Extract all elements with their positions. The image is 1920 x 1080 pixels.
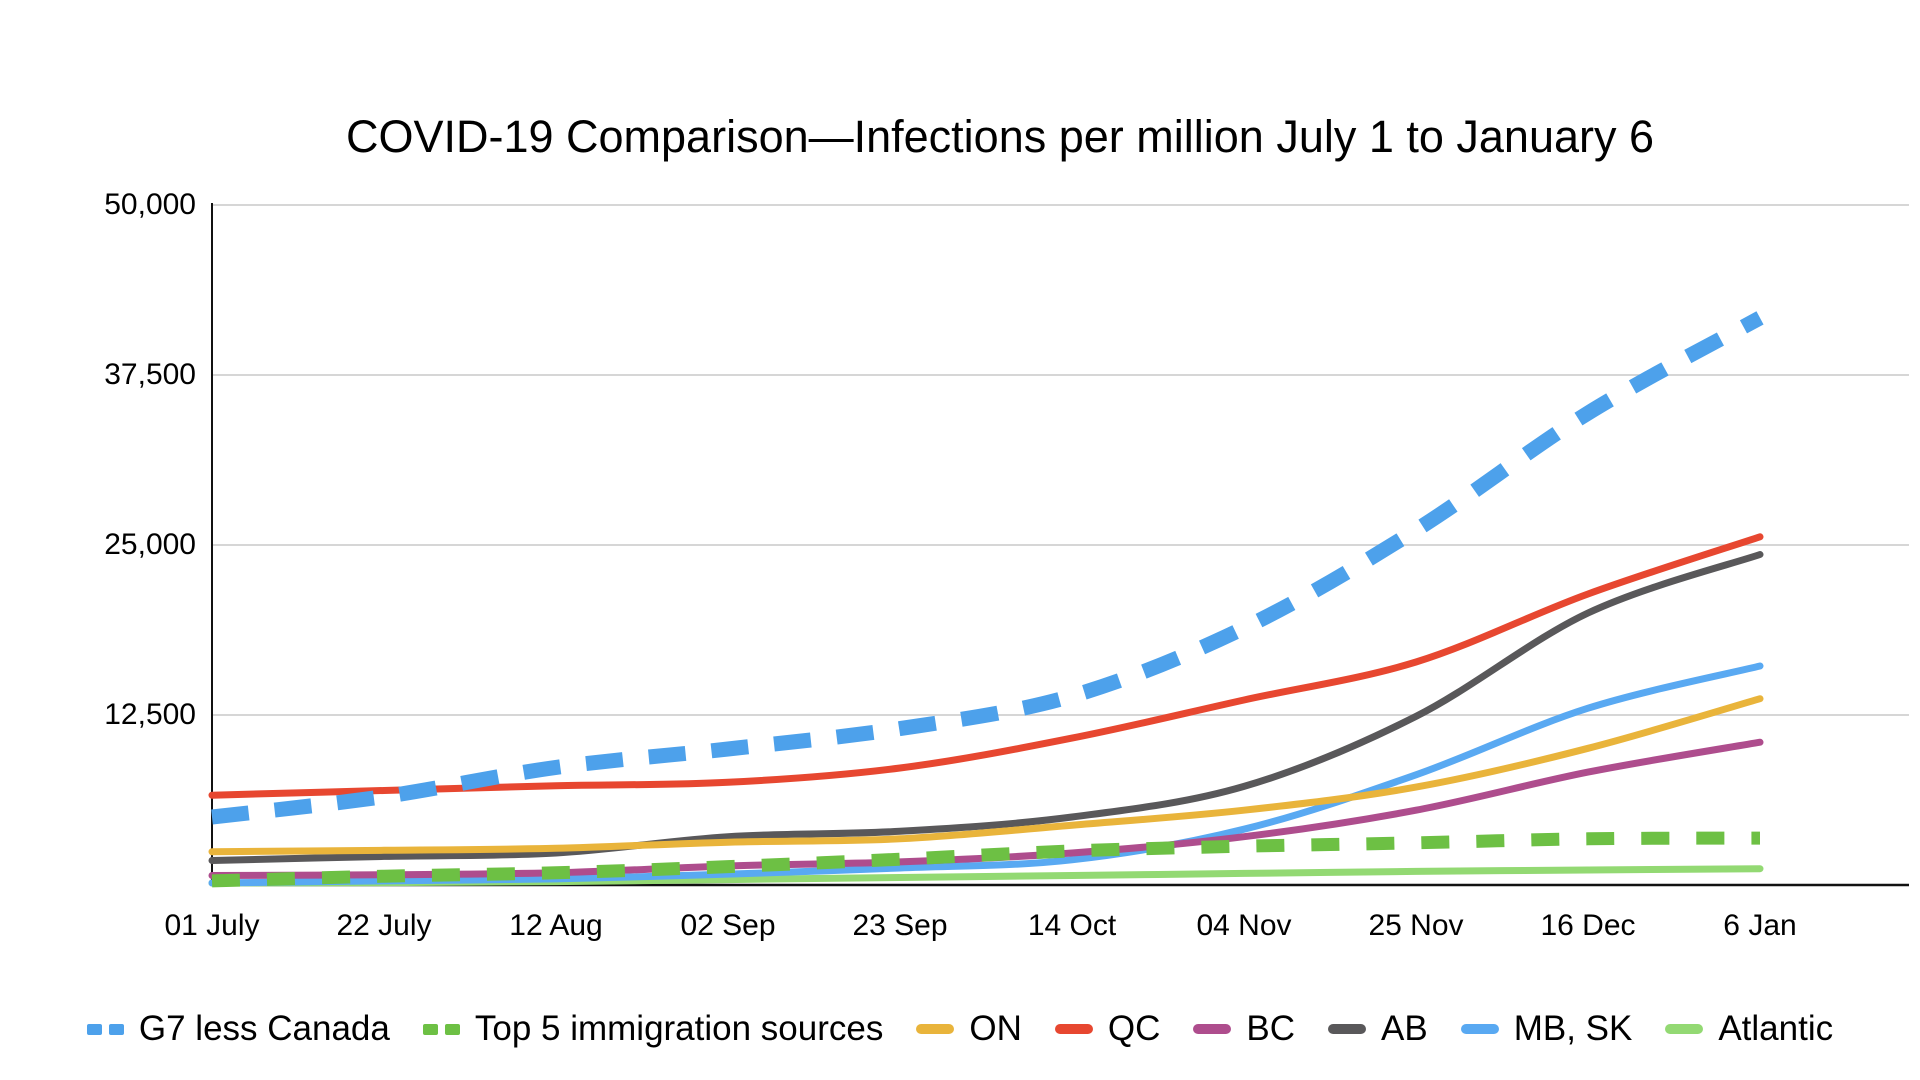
legend-swatch-qc — [1054, 1024, 1093, 1034]
x-axis-tick-label: 25 Nov — [1368, 909, 1464, 942]
legend-swatch-mb-sk — [1460, 1024, 1499, 1034]
legend-swatch-ab — [1327, 1024, 1366, 1034]
x-axis-tick-label: 12 Aug — [509, 909, 603, 942]
x-axis-tick-label: 01 July — [164, 909, 260, 942]
x-axis-tick-label: 16 Dec — [1540, 909, 1636, 942]
y-axis-tick-label: 25,000 — [104, 528, 196, 561]
x-axis-tick-label: 14 Oct — [1027, 909, 1117, 942]
y-axis-tick-label: 12,500 — [104, 698, 196, 731]
series-line-top-5-immigration-sources — [211, 831, 1761, 888]
legend-item-mb-sk: MB, SK — [1460, 1009, 1633, 1049]
y-axis-tick-label: 37,500 — [104, 358, 196, 391]
legend-label-atlantic: Atlantic — [1718, 1009, 1834, 1048]
x-axis-tick-label: 04 Nov — [1196, 909, 1292, 942]
x-axis-tick-label: 02 Sep — [680, 909, 776, 942]
legend-item-bc: BC — [1193, 1009, 1295, 1049]
legend-item-qc: QC — [1054, 1009, 1161, 1049]
legend-item-g7-less-canada: G7 less Canada — [86, 1009, 390, 1049]
series-line-qc — [208, 533, 1764, 799]
legend-label-ab: AB — [1380, 1009, 1428, 1048]
x-axis-tick-label: 22 July — [336, 909, 432, 942]
legend-label-on: ON — [969, 1009, 1022, 1048]
series-line-mb-sk — [208, 662, 1764, 887]
legend-item-atlantic: Atlantic — [1665, 1009, 1833, 1049]
chart-title: COVID-19 Comparison—Infections per milli… — [345, 111, 1655, 162]
chart-legend: G7 less Canada Top 5 immigration sources O… — [0, 1003, 1920, 1055]
legend-label-g7-less-canada: G7 less Canada — [138, 1009, 390, 1048]
series-line-ab — [208, 551, 1764, 864]
legend-swatch-on — [916, 1024, 955, 1034]
legend-swatch-atlantic — [1665, 1024, 1704, 1034]
y-axis-tick-label: 50,000 — [104, 188, 196, 221]
legend-label-top-5-immigration-sources: Top 5 immigration sources — [474, 1009, 884, 1048]
legend-label-qc: QC — [1107, 1009, 1161, 1048]
legend-swatch-top-5-immigration-sources — [422, 1023, 460, 1035]
series-line-on — [208, 695, 1764, 856]
series-line-g7-less-canada — [211, 311, 1764, 825]
legend-swatch-g7-less-canada — [86, 1023, 124, 1035]
x-axis-tick-label: 23 Sep — [852, 909, 948, 942]
legend-label-bc: BC — [1246, 1009, 1295, 1048]
legend-item-ab: AB — [1327, 1009, 1428, 1049]
legend-swatch-bc — [1193, 1024, 1232, 1034]
x-axis-tick-label: 6 Jan — [1723, 909, 1797, 942]
legend-item-top-5-immigration-sources: Top 5 immigration sources — [422, 1009, 884, 1049]
legend-item-on: ON — [916, 1009, 1022, 1049]
legend-label-mb-sk: MB, SK — [1513, 1009, 1633, 1048]
